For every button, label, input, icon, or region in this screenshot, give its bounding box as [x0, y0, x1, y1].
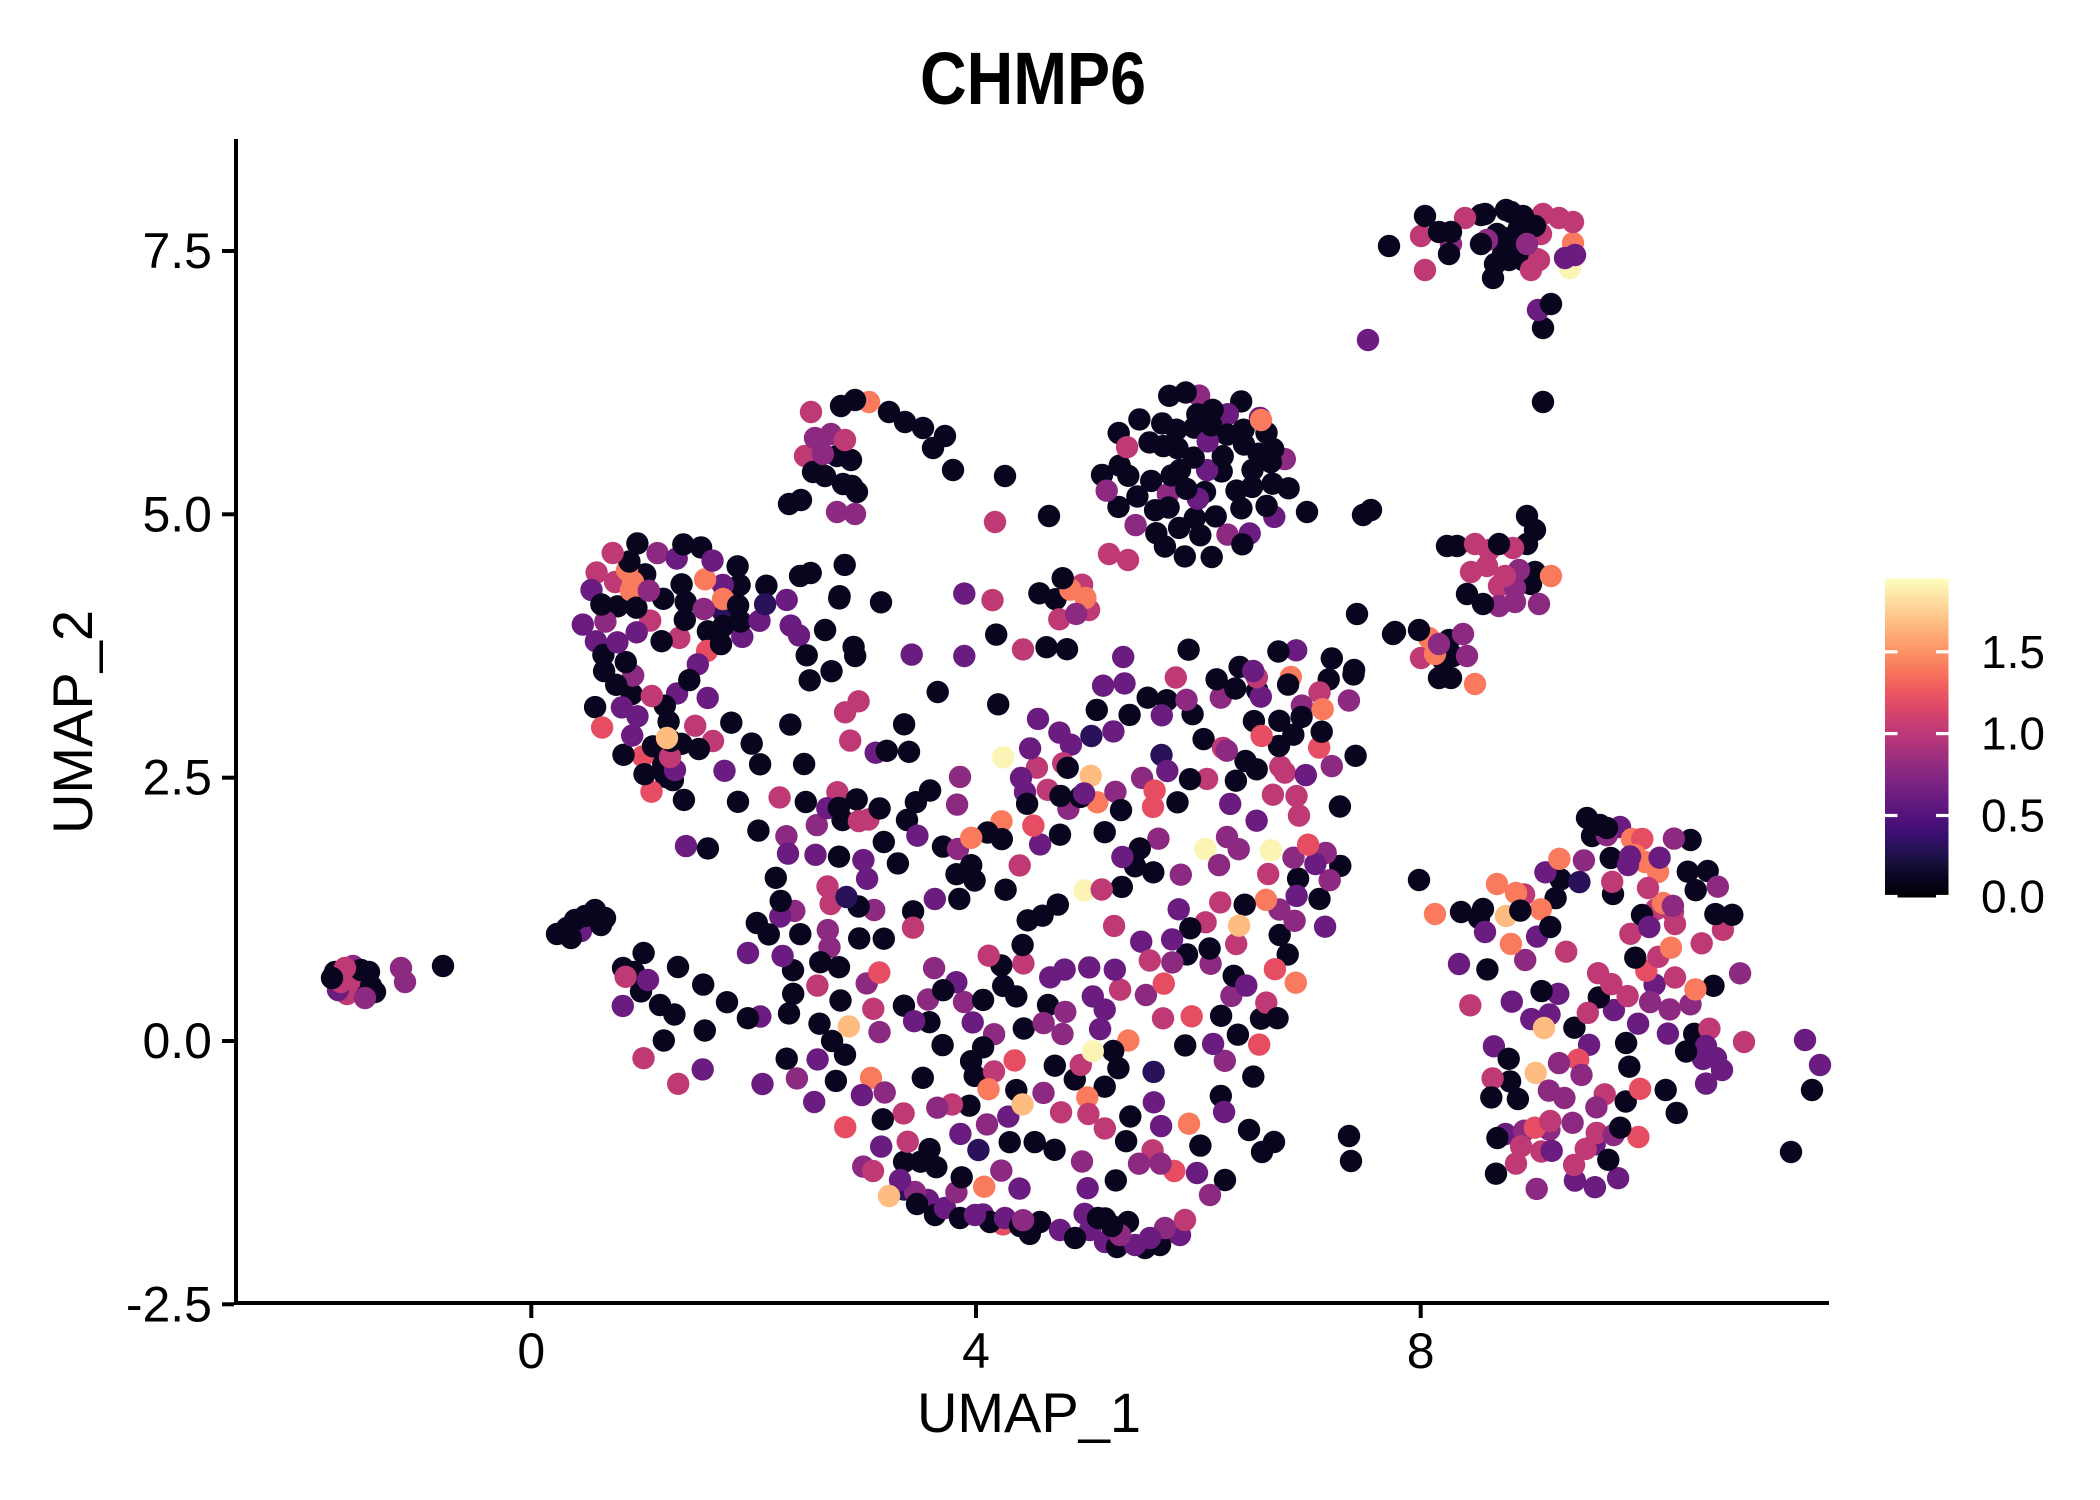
svg-text:0: 0	[517, 1323, 545, 1379]
svg-text:0.0: 0.0	[142, 1013, 212, 1069]
svg-text:1.5: 1.5	[1981, 626, 2045, 678]
svg-text:7.5: 7.5	[142, 223, 212, 279]
svg-text:CHMP6: CHMP6	[920, 37, 1146, 120]
svg-text:4: 4	[962, 1323, 990, 1379]
svg-text:1.0: 1.0	[1981, 708, 2045, 760]
svg-text:2.5: 2.5	[142, 750, 212, 806]
svg-text:5.0: 5.0	[142, 486, 212, 542]
svg-text:0.5: 0.5	[1981, 790, 2045, 842]
svg-text:0.0: 0.0	[1981, 871, 2045, 923]
svg-text:UMAP_1: UMAP_1	[917, 1381, 1141, 1444]
svg-text:UMAP_2: UMAP_2	[41, 610, 104, 834]
svg-text:8: 8	[1407, 1323, 1435, 1379]
svg-text:-2.5: -2.5	[126, 1276, 212, 1332]
